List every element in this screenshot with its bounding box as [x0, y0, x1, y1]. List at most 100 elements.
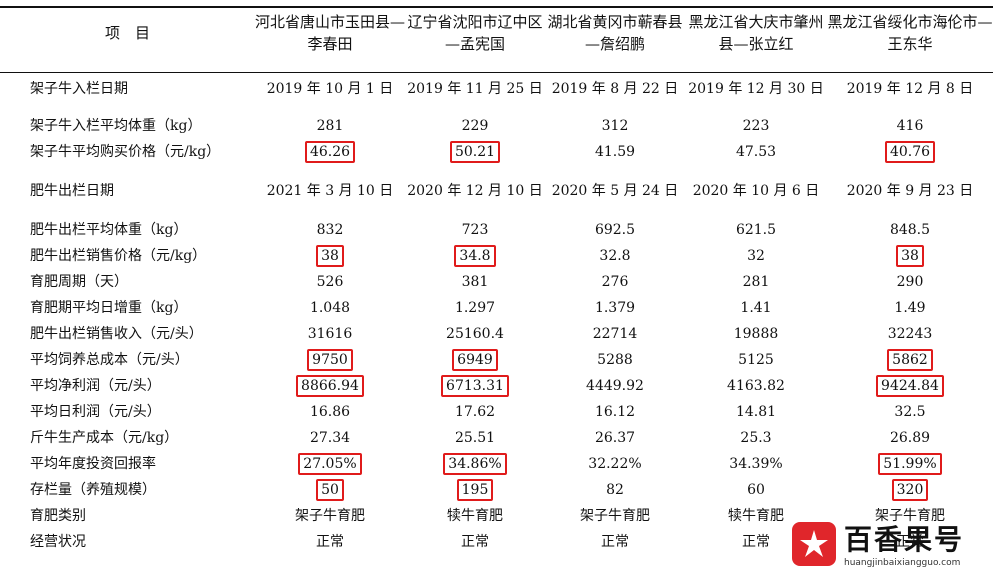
table-cell: 5288: [597, 351, 633, 368]
table-row: 育肥期平均日增重（kg） 1.048 1.297 1.379 1.41 1.49: [0, 295, 993, 321]
table-cell: 38: [827, 243, 993, 269]
row-label: 平均日利润（元/头）: [30, 403, 161, 420]
table-cell: 82: [606, 481, 624, 498]
brand-logo-icon: [792, 522, 836, 566]
table-cell: 832: [316, 221, 344, 238]
column-header: 湖北省黄冈市蕲春县—詹绍鹏: [547, 13, 683, 53]
table-cell: 50: [255, 477, 405, 503]
table-cell: 2021 年 3 月 10 日: [266, 182, 394, 199]
table-cell: 692.5: [594, 221, 636, 238]
table-cell: 621.5: [735, 221, 777, 238]
table-row: 经营状况 正常 正常 正常 正常 正常: [0, 529, 993, 555]
table-cell: 9424.84: [827, 373, 993, 399]
highlighted-value: 51.99%: [878, 453, 942, 475]
table-cell: 2020 年 12 月 10 日: [407, 182, 543, 199]
table-cell: 25.3: [740, 429, 772, 446]
table-row: 肥牛出栏日期 2021 年 3 月 10 日 2020 年 12 月 10 日 202…: [0, 165, 993, 217]
table-cell: 381: [461, 273, 489, 290]
table-cell: 723: [461, 221, 489, 238]
table-cell: 290: [896, 273, 924, 290]
table-cell: 47.53: [735, 143, 777, 160]
table-cell: 27.34: [309, 429, 351, 446]
table-cell: 正常: [316, 533, 344, 550]
highlighted-value: 6713.31: [441, 375, 509, 397]
table-cell: 1.297: [454, 299, 496, 316]
table-cell: 4449.92: [586, 377, 644, 394]
column-header: 黑龙江省大庆市肇州县—张立红: [688, 13, 824, 53]
table-cell: 犊牛育肥: [447, 507, 503, 524]
table-header-rule: [0, 72, 993, 73]
table-row: 存栏量（养殖规模） 50 195 82 60 320: [0, 477, 993, 503]
table-cell: 1.048: [309, 299, 351, 316]
table-cell: 848.5: [889, 221, 931, 238]
table-cell: 2019 年 12 月 8 日: [846, 81, 974, 97]
table-row: 平均饲养总成本（元/头） 9750 6949 5288 5125 5862: [0, 347, 993, 373]
table-cell: 2020 年 10 月 6 日: [692, 182, 820, 199]
table-cell: 1.379: [594, 299, 636, 316]
table-cell: 195: [405, 477, 545, 503]
table-cell: 32: [747, 247, 765, 264]
table-row: 平均日利润（元/头） 16.86 17.62 16.12 14.81 32.5: [0, 399, 993, 425]
table-cell: 5125: [738, 351, 774, 368]
highlighted-value: 34.86%: [443, 453, 507, 475]
table-cell: 4163.82: [727, 377, 785, 394]
row-label: 育肥周期（天）: [30, 273, 128, 290]
table-cell: 架子牛育肥: [875, 507, 945, 524]
highlighted-value: 50.21: [449, 141, 501, 163]
table-cell: 22714: [592, 325, 638, 342]
table-cell: 9750: [255, 347, 405, 373]
table-cell: 31616: [307, 325, 353, 342]
table-cell: 1.41: [740, 299, 772, 316]
table-cell: 正常: [601, 533, 629, 550]
table-header-row: 项 目 河北省唐山市玉田县—李春田 辽宁省沈阳市辽中区—孟宪国 湖北省黄冈市蕲春…: [0, 0, 993, 66]
watermark-url: huangjinbaixiangguo.com: [844, 558, 961, 568]
row-label: 育肥类别: [30, 507, 86, 524]
table-row: 架子牛入栏平均体重（kg） 281 229 312 223 416: [0, 113, 993, 139]
row-label: 肥牛出栏销售价格（元/kg）: [30, 247, 207, 264]
table-cell: 25.51: [454, 429, 496, 446]
table-cell: 27.05%: [255, 451, 405, 477]
column-header: 黑龙江省绥化市海伦市—王东华: [827, 13, 993, 53]
highlighted-value: 320: [891, 479, 929, 501]
highlighted-value: 195: [456, 479, 494, 501]
highlighted-value: 9424.84: [876, 375, 944, 397]
table-cell: 25160.4: [446, 325, 504, 342]
row-label: 平均饲养总成本（元/头）: [30, 351, 189, 368]
table-cell: 38: [255, 243, 405, 269]
table-cell: 17.62: [454, 403, 496, 420]
row-label: 架子牛入栏日期: [30, 81, 128, 97]
row-label: 平均净利润（元/头）: [30, 377, 161, 394]
table-cell: 50.21: [405, 139, 545, 165]
highlighted-value: 50: [316, 479, 344, 501]
table-cell: 60: [747, 481, 765, 498]
table-cell: 34.86%: [405, 451, 545, 477]
row-label: 存栏量（养殖规模）: [30, 481, 156, 498]
row-label: 架子牛入栏平均体重（kg）: [30, 117, 202, 134]
table-cell: 32.8: [599, 247, 631, 264]
table-cell: 32.5: [894, 403, 926, 420]
table-cell: 架子牛育肥: [580, 507, 650, 524]
table-cell: 312: [601, 117, 629, 134]
highlighted-value: 8866.94: [296, 375, 364, 397]
corner-header: 项 目: [104, 24, 150, 42]
table-cell: 41.59: [594, 143, 636, 160]
highlighted-value: 6949: [452, 349, 498, 371]
table-cell: 架子牛育肥: [295, 507, 365, 524]
table-cell: 526: [316, 273, 344, 290]
table-cell: 14.81: [735, 403, 777, 420]
table-cell: 2019 年 11 月 25 日: [407, 81, 543, 97]
row-label: 架子牛平均购买价格（元/kg）: [30, 143, 221, 160]
highlighted-value: 5862: [887, 349, 933, 371]
row-label: 斤牛生产成本（元/kg）: [30, 429, 179, 446]
table-row: 肥牛出栏销售价格（元/kg） 38 34.8 32.8 32 38: [0, 243, 993, 269]
table-cell: 6713.31: [405, 373, 545, 399]
table-cell: 19888: [733, 325, 779, 342]
table-cell: 229: [461, 117, 489, 134]
table-cell: 犊牛育肥: [728, 507, 784, 524]
table-row: 架子牛入栏日期 2019 年 10 月 1 日 2019 年 11 月 25 日 20…: [0, 66, 993, 113]
table-cell: 32.22%: [588, 455, 642, 472]
table-cell: 5862: [827, 347, 993, 373]
table-cell: 16.86: [309, 403, 351, 420]
table-cell: 1.49: [894, 299, 926, 316]
table-cell: 281: [316, 117, 344, 134]
